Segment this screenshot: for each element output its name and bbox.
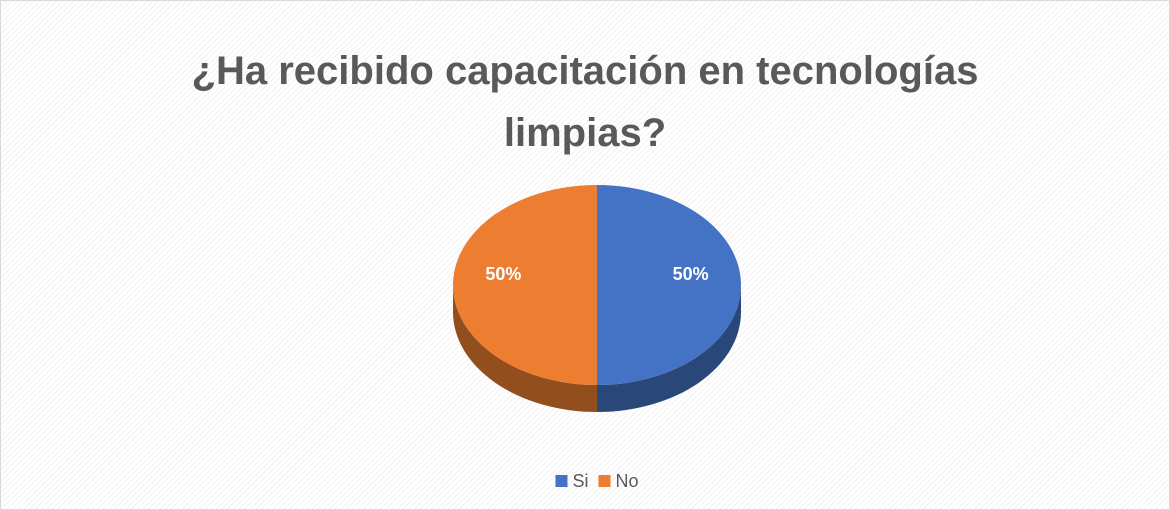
legend-swatch (555, 475, 568, 487)
chart-title: ¿Ha recibido capacitación en tecnologías… (191, 49, 979, 155)
legend-label: No (616, 471, 639, 491)
pie-side (597, 285, 741, 412)
pie-slice (597, 185, 741, 385)
legend-swatch (598, 475, 611, 487)
data-label: 50% (485, 264, 521, 284)
pie-side (453, 285, 597, 412)
legend-label: Si (572, 471, 588, 491)
data-label: 50% (673, 264, 709, 284)
pie-slice (453, 185, 597, 385)
